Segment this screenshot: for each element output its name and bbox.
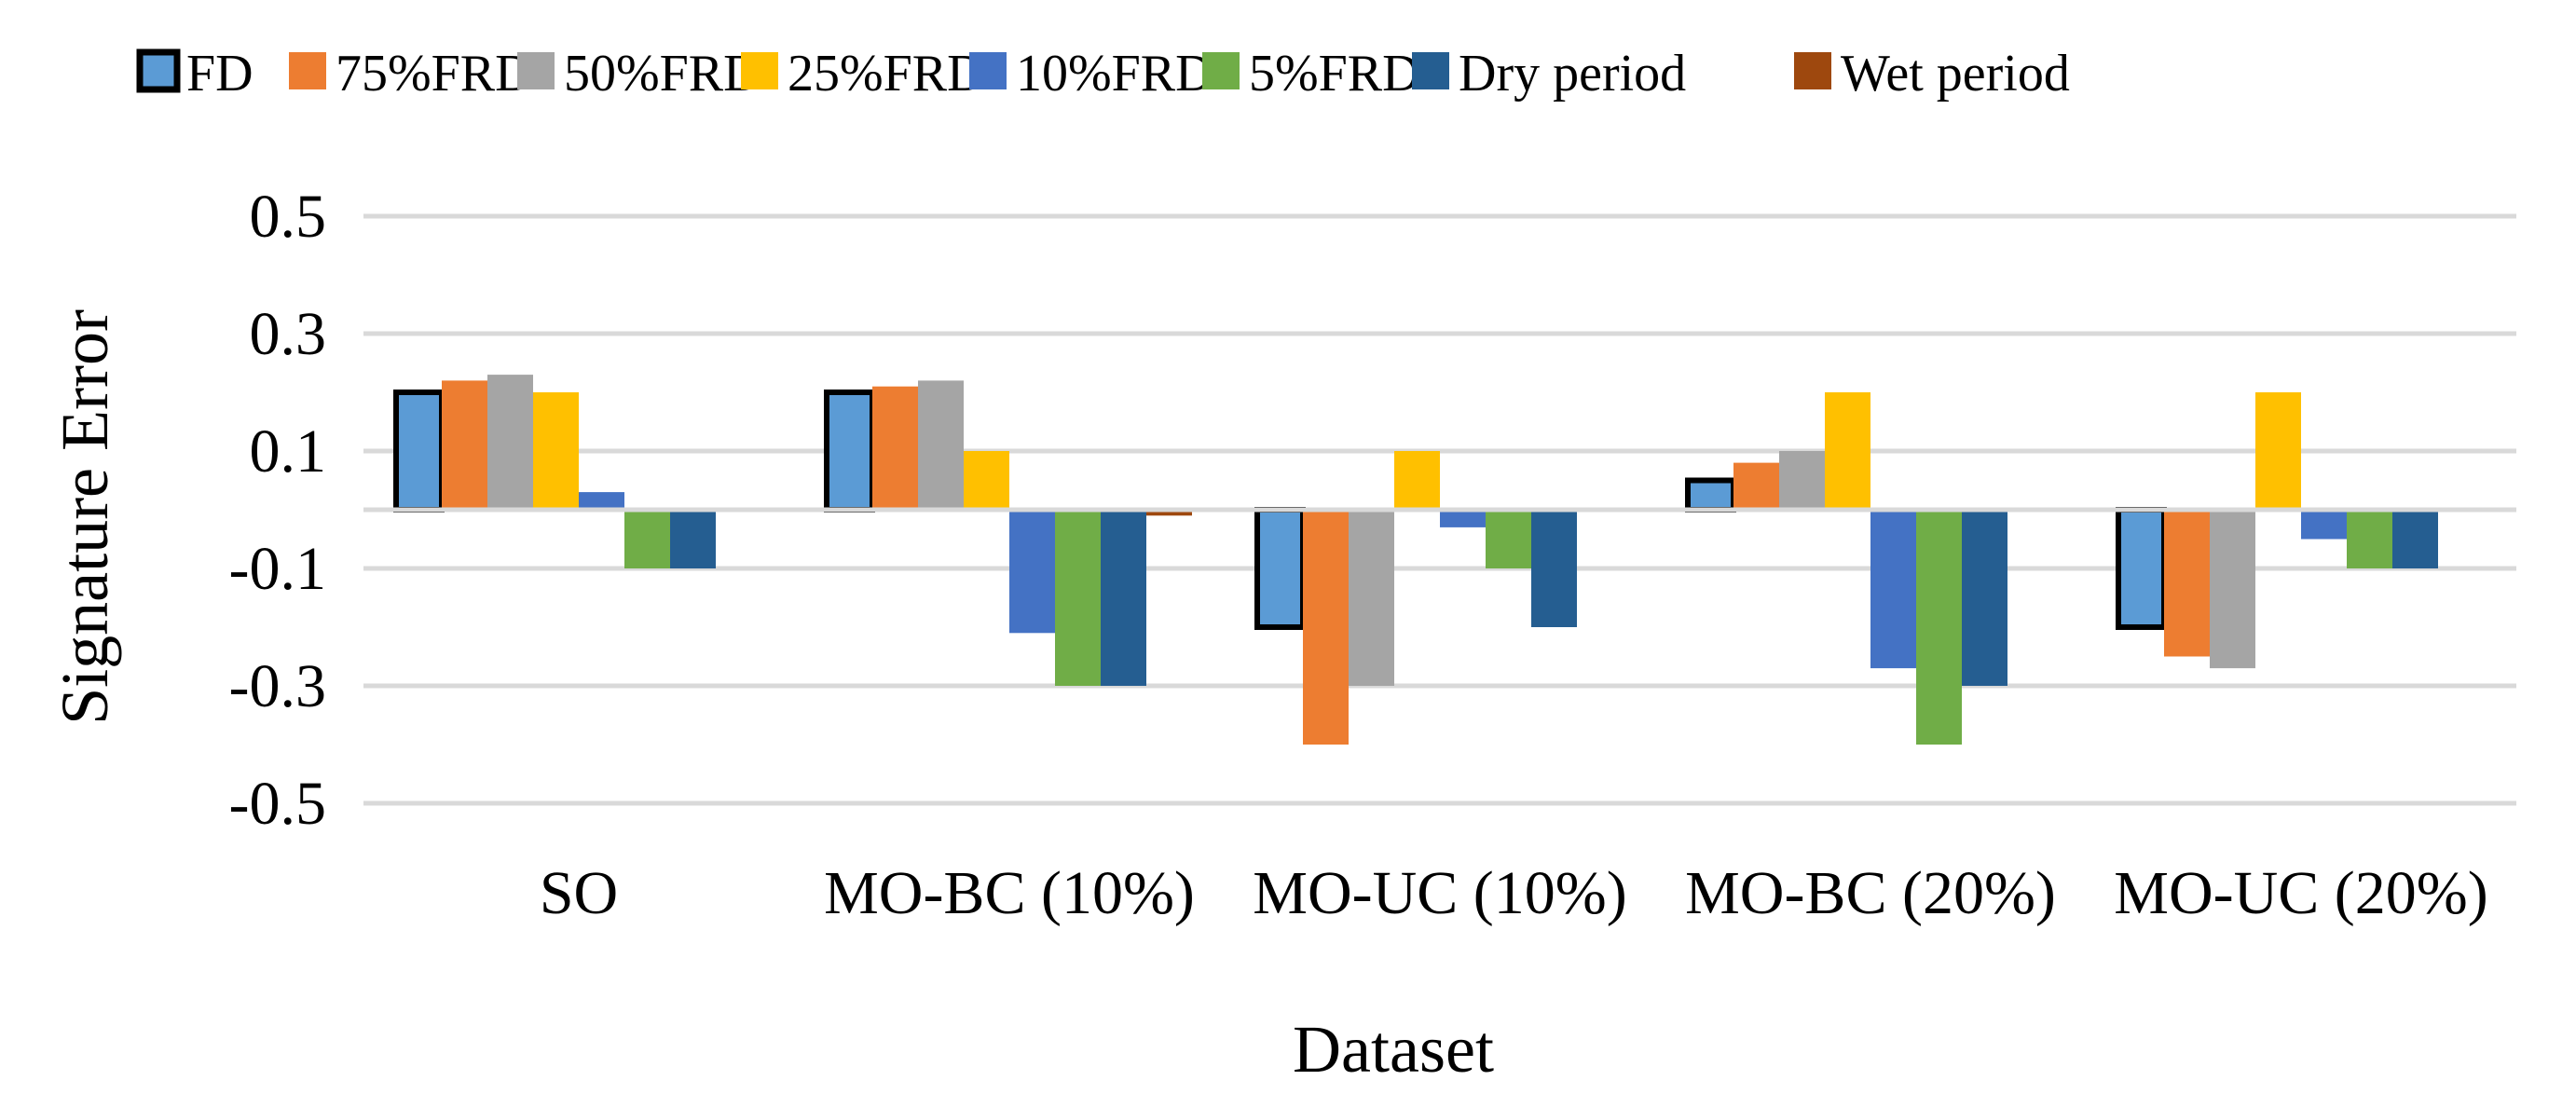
category-label: MO-BC (20%) <box>1685 859 2056 927</box>
legend-label: Wet period <box>1841 45 2070 103</box>
legend: FD 75%FRD 50%FRD 25%FRD 10%FRD 5%FRD Dry perio… <box>136 45 2070 103</box>
bar-75-frd-1 <box>872 386 918 510</box>
bar-fd-1 <box>824 390 875 513</box>
legend-label: Dry period <box>1459 45 1686 103</box>
y-tick-labels: 0.5 0.3 0.1 -0.1 -0.3 -0.5 <box>229 183 326 838</box>
y-tick-label: 0.1 <box>250 417 327 485</box>
bar-50-frd-3 <box>1779 451 1825 510</box>
bar-75-frd-2 <box>1303 510 1349 745</box>
legend-swatch <box>1202 52 1240 89</box>
bars <box>393 375 2484 745</box>
bar-75-frd-4 <box>2164 510 2210 657</box>
legend-label: FD <box>186 45 253 103</box>
bar-5-frd-1 <box>1055 510 1101 686</box>
bar-50-frd-1 <box>918 380 964 510</box>
bar-10-frd-2 <box>1440 510 1486 527</box>
bar-25-frd-1 <box>964 451 1009 510</box>
bar-10-frd-1 <box>1009 510 1055 634</box>
legend-label: 5%FRD <box>1249 45 1420 103</box>
category-label: MO-UC (10%) <box>1253 859 1626 927</box>
legend-swatch <box>969 52 1007 89</box>
legend-swatch <box>517 52 555 89</box>
legend-label: 10%FRD <box>1016 45 1213 103</box>
legend-swatch <box>741 52 778 89</box>
bar-dry-period-1 <box>1101 510 1146 686</box>
bar-fd-0 <box>393 390 445 513</box>
bar-wet-period-1 <box>1146 510 1192 516</box>
y-tick-label: -0.1 <box>229 535 326 603</box>
legend-label: 25%FRD <box>788 45 985 103</box>
bar-5-frd-3 <box>1916 510 1962 745</box>
bar-25-frd-2 <box>1394 451 1440 510</box>
bar-75-frd-0 <box>442 380 487 510</box>
y-tick-label: -0.5 <box>229 770 326 838</box>
bar-dry-period-0 <box>670 510 716 568</box>
category-label: MO-UC (20%) <box>2114 859 2487 927</box>
bar-5-frd-0 <box>624 510 670 568</box>
bar-fd-4 <box>2116 507 2167 630</box>
bar-25-frd-0 <box>533 392 579 510</box>
bar-25-frd-3 <box>1825 392 1870 510</box>
bar-50-frd-2 <box>1349 510 1394 686</box>
y-tick-label: 0.5 <box>250 183 327 251</box>
bar-75-frd-3 <box>1733 462 1779 510</box>
bar-50-frd-0 <box>487 375 533 510</box>
x-axis-title: Dataset <box>1293 1012 1494 1087</box>
bar-dry-period-3 <box>1962 510 2007 686</box>
bar-dry-period-2 <box>1531 510 1577 627</box>
bar-dry-period-4 <box>2392 510 2438 568</box>
bar-5-frd-2 <box>1486 510 1531 568</box>
y-axis-title: Signature Error <box>48 309 122 725</box>
legend-swatch <box>1412 52 1449 89</box>
bar-fd-3 <box>1685 477 1736 513</box>
legend-swatch <box>289 52 326 89</box>
bar-10-frd-0 <box>579 492 624 510</box>
category-label: MO-BC (10%) <box>824 859 1195 927</box>
bar-25-frd-4 <box>2255 392 2301 510</box>
legend-label: 75%FRD <box>336 45 533 103</box>
y-tick-label: -0.3 <box>229 652 326 720</box>
bar-50-frd-4 <box>2210 510 2255 669</box>
legend-swatch <box>136 48 181 93</box>
legend-swatch <box>1794 52 1831 89</box>
category-label: SO <box>540 859 618 927</box>
y-tick-label: 0.3 <box>250 300 327 368</box>
bar-fd-2 <box>1254 507 1306 630</box>
bar-10-frd-3 <box>1870 510 1916 669</box>
legend-label: 50%FRD <box>564 45 761 103</box>
bar-10-frd-4 <box>2301 510 2347 540</box>
bar-5-frd-4 <box>2347 510 2392 568</box>
category-labels: SO MO-BC (10%) MO-UC (10%) MO-BC (20%) MO-UC… <box>540 859 2488 927</box>
